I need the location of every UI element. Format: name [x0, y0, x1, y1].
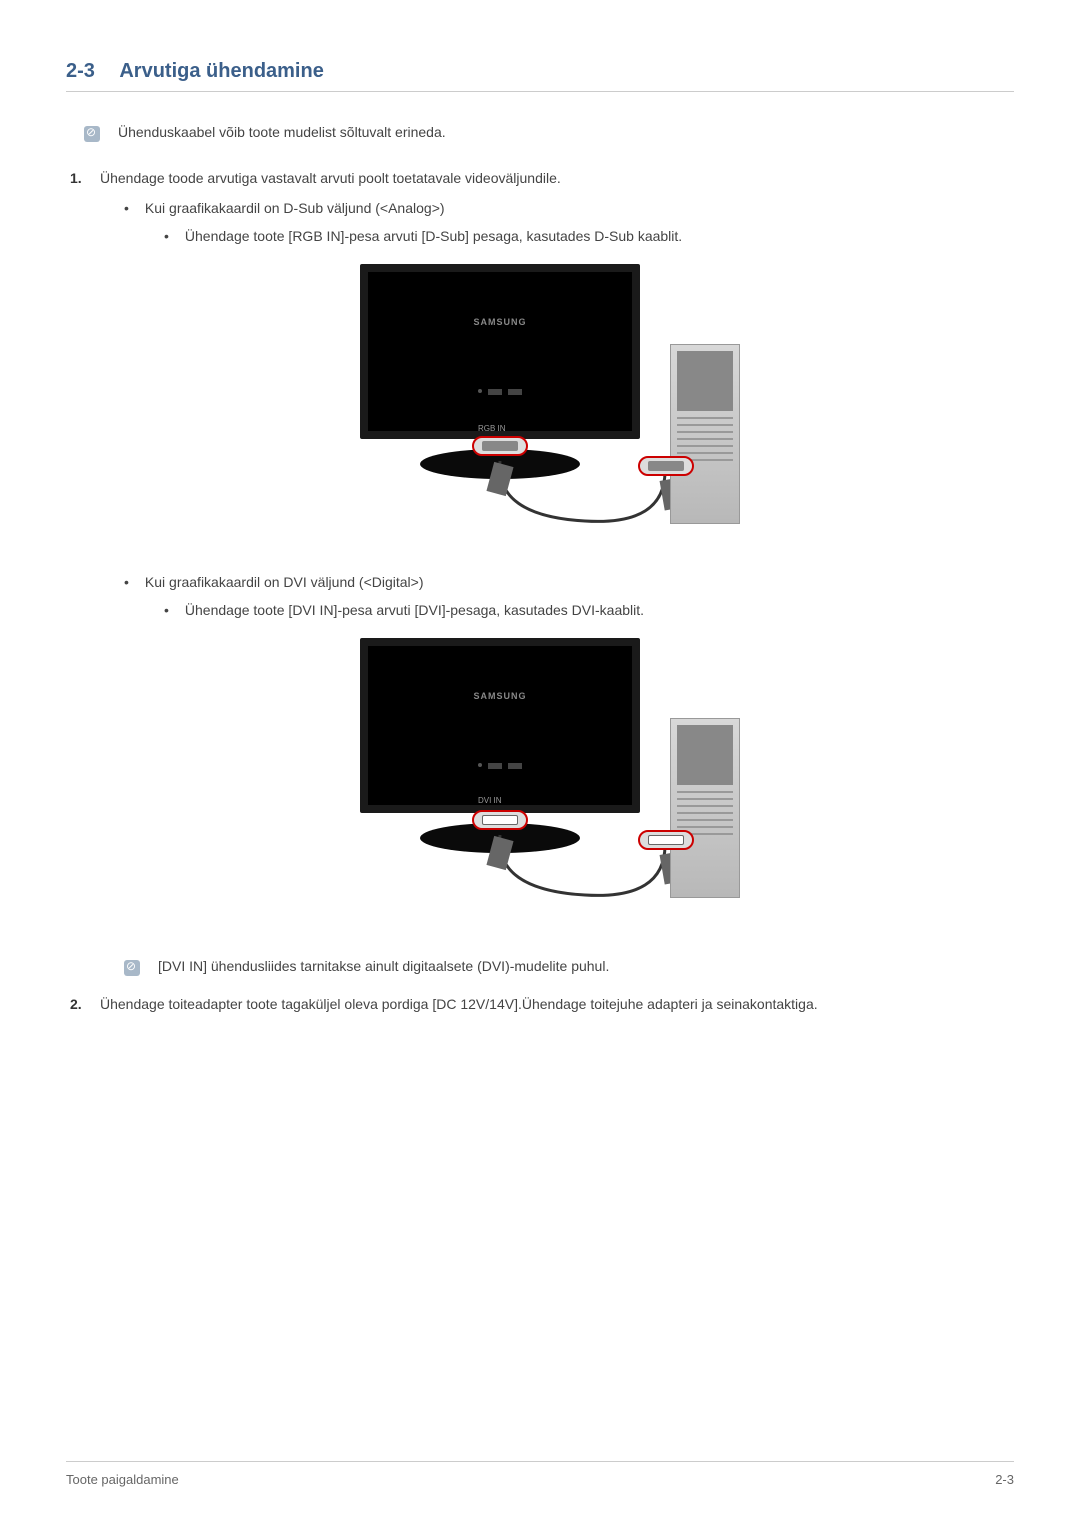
inner-note: [DVI IN] ühendusliides tarnitakse ainult…	[124, 958, 1014, 976]
pc-slot	[677, 812, 733, 814]
pc-slot	[677, 826, 733, 828]
port-label: DVI IN	[478, 796, 502, 805]
sub-bullet-text: Ühendage toote [RGB IN]-pesa arvuti [D-S…	[185, 228, 682, 244]
diagram-rgb: SAMSUNG RGB IN	[340, 264, 740, 544]
diagram-dvi: SAMSUNG DVI IN	[340, 638, 740, 918]
monitor-ports	[478, 763, 522, 769]
sub-bullet-item: • Ühendage toote [RGB IN]-pesa arvuti [D…	[164, 228, 1014, 244]
port-rect	[488, 389, 502, 395]
port-rect	[508, 389, 522, 395]
section-header: 2-3 Arvutiga ühendamine	[66, 60, 1014, 92]
note-icon	[124, 960, 140, 976]
diagram-1-wrap: SAMSUNG RGB IN	[66, 264, 1014, 544]
pc-slot	[677, 819, 733, 821]
port-rect	[488, 763, 502, 769]
step-number: 2.	[70, 996, 92, 1012]
port-rect	[508, 763, 522, 769]
step-text: Ühendage toiteadapter toote tagaküljel o…	[100, 996, 818, 1012]
bullet-marker: •	[124, 200, 129, 216]
section-number: 2-3	[66, 60, 95, 82]
bullet-marker: •	[124, 574, 129, 590]
pc-slot	[677, 424, 733, 426]
page-footer: Toote paigaldamine 2-3	[66, 1461, 1014, 1487]
pc-tower-illustration	[670, 344, 740, 524]
monitor-logo: SAMSUNG	[473, 317, 526, 327]
monitor-illustration: SAMSUNG	[360, 264, 640, 439]
note-text: Ühenduskaabel võib toote mudelist sõltuv…	[118, 124, 446, 140]
bullet-item: • Kui graafikakaardil on DVI väljund (<D…	[124, 574, 1014, 590]
port-callout-pc	[638, 830, 694, 850]
monitor-logo: SAMSUNG	[473, 691, 526, 701]
pc-slot	[677, 791, 733, 793]
step-1: 1. Ühendage toode arvutiga vastavalt arv…	[66, 170, 1014, 186]
monitor-illustration: SAMSUNG	[360, 638, 640, 813]
port-callout-monitor	[472, 436, 528, 456]
pc-tower-illustration	[670, 718, 740, 898]
note-text: [DVI IN] ühendusliides tarnitakse ainult…	[158, 958, 609, 974]
step-text: Ühendage toode arvutiga vastavalt arvuti…	[100, 170, 561, 186]
step-number: 1.	[70, 170, 92, 186]
footer-left: Toote paigaldamine	[66, 1472, 179, 1487]
monitor-ports	[478, 389, 522, 395]
port-callout-pc	[638, 456, 694, 476]
port-label: RGB IN	[478, 424, 506, 433]
sub-bullet-list-a: • Ühendage toote [RGB IN]-pesa arvuti [D…	[164, 228, 1014, 244]
port-dot	[478, 763, 482, 767]
sub-bullet-text: Ühendage toote [DVI IN]-pesa arvuti [DVI…	[185, 602, 644, 618]
bullet-text: Kui graafikakaardil on D-Sub väljund (<A…	[145, 200, 445, 216]
vga-port-icon	[648, 461, 684, 471]
step-2: 2. Ühendage toiteadapter toote tagakülje…	[66, 996, 1014, 1012]
bullet-item: • Kui graafikakaardil on D-Sub väljund (…	[124, 200, 1014, 216]
pc-slot	[677, 798, 733, 800]
note-icon	[84, 126, 100, 142]
bullet-marker: •	[164, 602, 169, 618]
bullet-list-a: • Kui graafikakaardil on D-Sub väljund (…	[124, 200, 1014, 216]
section-title: Arvutiga ühendamine	[119, 60, 323, 82]
top-note: Ühenduskaabel võib toote mudelist sõltuv…	[84, 124, 1014, 142]
bullet-text: Kui graafikakaardil on DVI väljund (<Dig…	[145, 574, 424, 590]
pc-slot	[677, 452, 733, 454]
bullet-list-b: • Kui graafikakaardil on DVI väljund (<D…	[124, 574, 1014, 590]
diagram-2-wrap: SAMSUNG DVI IN	[66, 638, 1014, 918]
page-container: 2-3 Arvutiga ühendamine Ühenduskaabel võ…	[0, 0, 1080, 1066]
pc-panel	[677, 351, 733, 411]
pc-slot	[677, 438, 733, 440]
monitor-screen: SAMSUNG	[368, 646, 632, 805]
footer-right: 2-3	[995, 1472, 1014, 1487]
port-dot	[478, 389, 482, 393]
bullet-marker: •	[164, 228, 169, 244]
pc-slot	[677, 445, 733, 447]
pc-slot	[677, 431, 733, 433]
pc-slot	[677, 417, 733, 419]
sub-bullet-list-b: • Ühendage toote [DVI IN]-pesa arvuti [D…	[164, 602, 1014, 618]
monitor-screen: SAMSUNG	[368, 272, 632, 431]
pc-slot	[677, 805, 733, 807]
pc-panel	[677, 725, 733, 785]
port-callout-monitor	[472, 810, 528, 830]
dvi-port-icon	[648, 835, 684, 845]
dvi-port-icon	[482, 815, 518, 825]
vga-port-icon	[482, 441, 518, 451]
sub-bullet-item: • Ühendage toote [DVI IN]-pesa arvuti [D…	[164, 602, 1014, 618]
